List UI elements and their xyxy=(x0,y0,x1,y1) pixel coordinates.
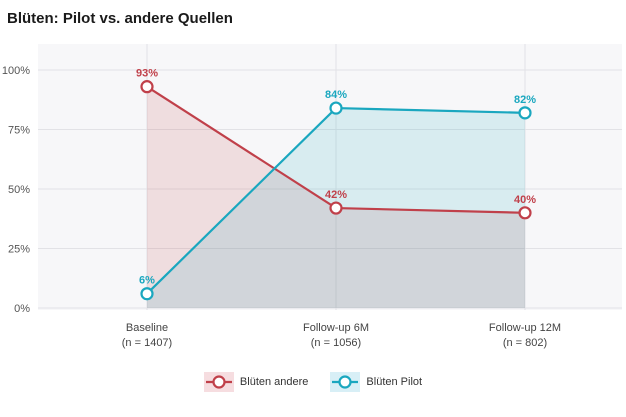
legend-key xyxy=(203,372,234,392)
x-tick-label: Follow-up 6M xyxy=(303,322,369,334)
legend-item: Blüten andere xyxy=(203,372,309,392)
legend-label: Blüten andere xyxy=(239,376,309,388)
legend-key xyxy=(330,372,361,392)
y-tick-label: 0% xyxy=(14,303,30,315)
series-area-0 xyxy=(147,86,525,308)
chart-title: Blüten: Pilot vs. andere Quellen xyxy=(7,10,233,27)
data-label: 6% xyxy=(139,275,155,287)
data-point xyxy=(518,206,532,220)
x-tick-sample-size: (n = 802) xyxy=(503,337,547,349)
data-point xyxy=(329,201,343,215)
legend: Blüten andere Blüten Pilot xyxy=(0,372,626,392)
y-tick-label: 50% xyxy=(8,184,30,196)
data-point xyxy=(329,101,343,115)
data-point xyxy=(140,287,154,301)
legend-label: Blüten Pilot xyxy=(366,376,423,388)
data-label: 82% xyxy=(514,94,536,106)
y-tick-label: 100% xyxy=(2,65,30,77)
x-tick-sample-size: (n = 1407) xyxy=(122,337,172,349)
data-label: 84% xyxy=(325,89,347,101)
data-label: 42% xyxy=(325,189,347,201)
data-label: 40% xyxy=(514,194,536,206)
legend-key-marker xyxy=(338,375,353,389)
legend-item: Blüten Pilot xyxy=(330,372,422,392)
data-label: 93% xyxy=(136,68,158,80)
data-labels: 93% 42% 40% 6% 84% 82% xyxy=(136,68,536,287)
x-tick-sample-size: (n = 1056) xyxy=(311,337,361,349)
x-tick-label: Follow-up 12M xyxy=(489,322,561,334)
data-points xyxy=(140,80,532,301)
y-tick-label: 75% xyxy=(8,125,30,137)
data-point xyxy=(140,80,154,94)
legend-key-marker xyxy=(212,375,226,389)
x-tick-label: Baseline xyxy=(126,322,168,334)
y-tick-label: 25% xyxy=(8,244,30,256)
axis-labels: 0% 25% 50% 75% 100% Baseline (n = 1407) Follow-… xyxy=(2,65,561,349)
data-point xyxy=(518,106,532,120)
